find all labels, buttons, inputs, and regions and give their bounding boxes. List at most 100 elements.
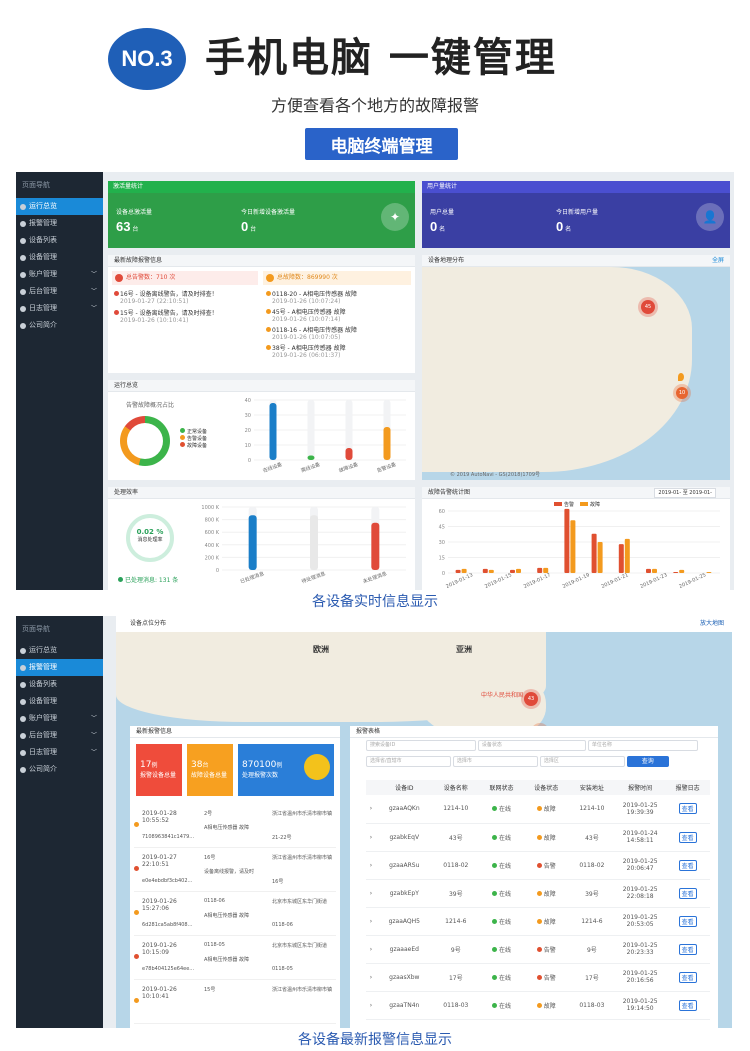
sidebar-item[interactable]: 后台管理 ﹀ <box>16 283 103 300</box>
expand-chevron-icon[interactable]: › <box>366 991 376 1020</box>
table-row[interactable]: › gzaaaeEd 9号 在线 告警 9号 2019-01-25 20:23:33 查看 <box>366 935 710 964</box>
china-map[interactable]: 45 10 © 2019 AutoNavi - GS(2018)1709号 <box>422 267 730 480</box>
bar <box>383 427 391 460</box>
latest-alarm-item[interactable]: 2019-01-26 15:27:06 6d281ca5ab8f408... 011… <box>134 892 336 936</box>
status-dot <box>536 974 542 980</box>
y-tick-label: 0 <box>248 458 251 464</box>
view-log-button[interactable]: 查看 <box>678 887 697 899</box>
cell-name: 0118-02 <box>432 851 480 880</box>
expand-chevron-icon[interactable]: › <box>366 823 376 852</box>
expand-chevron-icon[interactable]: › <box>366 907 376 936</box>
map-cluster-marker[interactable]: 10 <box>676 387 688 399</box>
cell-time: 2019-01-25 20:16:56 <box>615 963 666 992</box>
map-cluster-marker[interactable]: 43 <box>524 692 538 706</box>
view-log-button[interactable]: 查看 <box>678 859 697 871</box>
view-log-button[interactable]: 查看 <box>678 803 697 815</box>
cell-id: gzaaARSu <box>376 851 433 880</box>
expand-chevron-icon[interactable]: › <box>366 851 376 880</box>
status-label: 故障 <box>543 806 556 814</box>
fault-item[interactable]: 38号 - A相电压传感器 故障 2019-01-26 (06:01:37) <box>266 343 411 359</box>
net-label: 在线 <box>498 890 511 898</box>
card-title: 报警表格 <box>350 726 718 738</box>
view-log-button[interactable]: 查看 <box>678 915 697 927</box>
map-cluster-marker[interactable]: 45 <box>641 300 655 314</box>
expand-chevron-icon[interactable]: › <box>366 795 376 824</box>
query-button[interactable]: 查询 <box>626 756 669 767</box>
sidebar-item[interactable]: 报警管理 <box>16 659 103 676</box>
expand-chevron-icon[interactable]: › <box>366 879 376 908</box>
nav-icon <box>20 220 26 227</box>
table-row[interactable]: › gzaaAQH5 1214-6 在线 故障 1214-6 2019-01-25 20:5… <box>366 907 710 936</box>
city-select[interactable]: 选择市 <box>452 756 538 767</box>
latest-alarm-item[interactable]: 2019-01-26 10:10:41 15号 浙江省温州市乐清市柳市镇 <box>134 980 336 1024</box>
y-tick-label: 0 <box>442 571 445 577</box>
sidebar-item[interactable]: 设备列表 <box>16 232 103 249</box>
bar <box>516 568 521 573</box>
sidebar-item[interactable]: 后台管理 ﹀ <box>16 727 103 744</box>
latest-alarm-item[interactable]: 2019-01-28 10:55:52 7108963841c1479... 2号 A… <box>134 804 336 848</box>
province-select[interactable]: 选择省/直辖市 <box>366 756 451 767</box>
alarm-item[interactable]: 15号 - 设备离线警告，请及时排查！ 2019-01-26 (10:10:41) <box>114 308 259 324</box>
map-label-asia: 亚洲 <box>456 645 472 654</box>
cell-status: 故障 <box>523 823 569 852</box>
view-log-button[interactable]: 查看 <box>678 831 697 843</box>
sidebar-item[interactable]: 设备管理 <box>16 249 103 266</box>
sidebar-item[interactable]: 公司简介 <box>16 761 103 778</box>
pie-subtitle: 告警故障概况占比 <box>126 402 175 409</box>
search-device-id-input[interactable]: 搜索设备ID <box>366 740 476 751</box>
expand-chevron-icon[interactable]: › <box>366 935 376 964</box>
sidebar-item[interactable]: 日志管理 ﹀ <box>16 300 103 317</box>
device-status-select[interactable]: 设备状态 <box>477 740 586 751</box>
district-select[interactable]: 选择区 <box>539 756 625 767</box>
sidebar-item[interactable]: 账户管理 ﹀ <box>16 266 103 283</box>
alarm-text: 15号 - 设备离线警告，请及时排查！ <box>120 310 218 317</box>
date-range-picker[interactable]: 2019-01- 至 2019-01- <box>654 488 716 498</box>
status-dot <box>536 1002 542 1008</box>
fault-item[interactable]: 45号 - A相电压传感器 故障 2019-01-26 (10:07:14) <box>266 307 411 323</box>
fault-item[interactable]: 0118-20 - A相电压传感器 故障 2019-01-26 (10:07:24… <box>266 289 411 305</box>
table-row[interactable]: › gzabkEpY 39号 在线 故障 39号 2019-01-25 22:08:18 查看 <box>366 879 710 908</box>
fault-item[interactable]: 0118-16 - A相电压传感器 故障 2019-01-26 (10:07:05… <box>266 325 411 341</box>
map-credit: © 2019 AutoNavi - GS(2018)1709号 <box>450 472 541 478</box>
item-address: 浙江省温州市乐清市柳市镇 <box>272 855 333 861</box>
unit-name-input[interactable]: 单位名称 <box>587 740 698 751</box>
x-tick-label: 未处理消息 <box>362 570 388 585</box>
sidebar-item-label: 设备管理 <box>29 697 57 705</box>
expand-chevron-icon[interactable]: › <box>366 963 376 992</box>
cell-status: 故障 <box>523 991 569 1020</box>
view-log-button[interactable]: 查看 <box>678 971 697 983</box>
sidebar-item[interactable]: 公司简介 <box>16 317 103 334</box>
table-row[interactable]: › gzaaTN4n 0118-03 在线 故障 0118-03 2019-01-25 19… <box>366 991 710 1020</box>
status-label: 告警 <box>543 862 556 870</box>
cell-name: 9号 <box>432 935 480 964</box>
sidebar-item[interactable]: 设备列表 <box>16 676 103 693</box>
sidebar-item[interactable]: 运行总览 <box>16 642 103 659</box>
table-row[interactable]: › gzabkEqV 43号 在线 故障 43号 2019-01-24 14:58:11 查看 <box>366 823 710 852</box>
latest-alarm-item[interactable]: 2019-01-27 22:10:51 e0e4ebdbf3cb402... 16号… <box>134 848 336 892</box>
fullscreen-link[interactable]: 全屏 <box>711 257 724 264</box>
x-tick-label: 2019-01-19 <box>562 572 591 589</box>
warning-icon <box>266 274 274 282</box>
card-title: 处理效率 <box>108 487 415 499</box>
view-log-button[interactable]: 查看 <box>678 943 697 955</box>
status-dot <box>536 834 542 840</box>
alarm-item[interactable]: 16号 - 设备离线警告，请及时排查！ 2019-01-27 (22:10:51) <box>114 289 259 305</box>
tile-label: 报警设备总量 <box>140 772 177 779</box>
status-dot <box>114 291 119 296</box>
latest-alarm-item[interactable]: 2019-01-26 10:15:09 e78b404125e64ee... 011… <box>134 936 336 980</box>
column-header: 设备ID <box>376 780 433 795</box>
view-log-button[interactable]: 查看 <box>678 999 697 1011</box>
sidebar-item[interactable]: 账户管理 ﹀ <box>16 710 103 727</box>
net-label: 在线 <box>498 974 511 982</box>
sidebar-item[interactable]: 运行总览 <box>16 198 103 215</box>
status-dot <box>536 918 542 924</box>
sidebar-item[interactable]: 设备管理 <box>16 693 103 710</box>
sidebar-item[interactable]: 报警管理 <box>16 215 103 232</box>
table-row[interactable]: › gzaaAQKn 1214-10 在线 故障 1214-10 2019-01-25 19… <box>366 795 710 824</box>
table-row[interactable]: › gzaaARSu 0118-02 在线 告警 0118-02 2019-01-25 20… <box>366 851 710 880</box>
enlarge-map-link[interactable]: 放大地图 <box>699 620 724 627</box>
sidebar-item[interactable]: 日志管理 ﹀ <box>16 744 103 761</box>
latest-alarm-card: 最新报警信息 17例 报警设备总量 38台 故障设备总量 870100例 处理报… <box>130 726 340 1028</box>
tile-unit: 例 <box>151 762 158 769</box>
table-row[interactable]: › gzaasXbw 17号 在线 告警 17号 2019-01-25 20:16:56 查看 <box>366 963 710 992</box>
